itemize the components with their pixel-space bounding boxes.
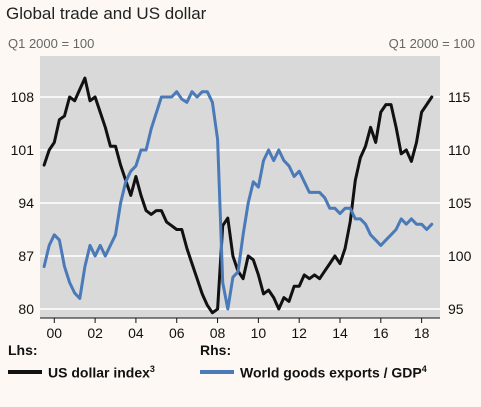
legend-lhs-heading: Lhs: xyxy=(8,342,38,358)
goods-exports-line xyxy=(42,90,434,311)
exports-legend-swatch xyxy=(200,370,234,375)
x-axis-tick-label: 00 xyxy=(46,325,62,341)
exports-legend-label: World goods exports / GDP4 xyxy=(240,364,427,381)
exports-footnote-marker: 4 xyxy=(421,364,427,374)
legend-rhs-heading: Rhs: xyxy=(200,342,232,358)
x-axis-tick-label: 04 xyxy=(128,325,144,341)
legend-rhs: Rhs: World goods exports / GDP4 xyxy=(200,342,427,381)
x-axis-tick-label: 16 xyxy=(373,325,389,341)
right-axis-tick-label: 105 xyxy=(448,195,472,211)
left-axis-tick-label: 94 xyxy=(18,195,34,211)
legend-lhs: Lhs: US dollar index3 xyxy=(8,342,155,381)
usd-legend-swatch xyxy=(8,370,42,375)
usd-footnote-marker: 3 xyxy=(149,364,155,374)
right-axis-tick-label: 95 xyxy=(448,301,464,317)
x-axis-tick-label: 06 xyxy=(169,325,185,341)
x-axis-tick-label: 12 xyxy=(291,325,307,341)
usd-legend-label: US dollar index3 xyxy=(48,364,155,381)
plot-background xyxy=(40,56,440,318)
right-axis-unit: Q1 2000 = 100 xyxy=(388,36,475,51)
left-axis-unit: Q1 2000 = 100 xyxy=(8,36,95,51)
left-axis-tick-label: 101 xyxy=(11,142,35,158)
right-axis-tick-label: 115 xyxy=(448,89,471,105)
x-axis-tick-label: 14 xyxy=(332,325,348,341)
x-axis-tick-label: 10 xyxy=(251,325,267,341)
x-axis-tick-label: 18 xyxy=(414,325,430,341)
left-axis-tick-label: 108 xyxy=(11,89,35,105)
left-axis-tick-label: 87 xyxy=(18,248,34,264)
x-axis-tick-label: 08 xyxy=(210,325,226,341)
right-axis-tick-label: 110 xyxy=(448,142,471,158)
chart-title: Global trade and US dollar xyxy=(6,4,207,23)
left-axis-tick-label: 80 xyxy=(18,301,34,317)
right-axis-tick-label: 100 xyxy=(448,248,472,264)
x-axis-tick-label: 02 xyxy=(87,325,103,341)
